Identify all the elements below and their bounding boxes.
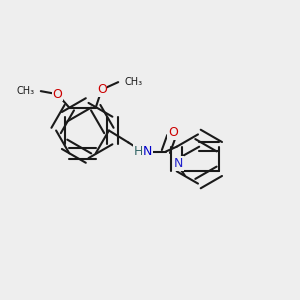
Text: O: O: [168, 126, 178, 140]
Text: O: O: [97, 83, 106, 96]
Text: H: H: [134, 145, 143, 158]
Text: O: O: [52, 88, 62, 100]
Text: CH₃: CH₃: [17, 86, 35, 96]
Text: N: N: [174, 157, 184, 170]
Text: N: N: [142, 145, 152, 158]
Text: CH₃: CH₃: [124, 77, 142, 87]
